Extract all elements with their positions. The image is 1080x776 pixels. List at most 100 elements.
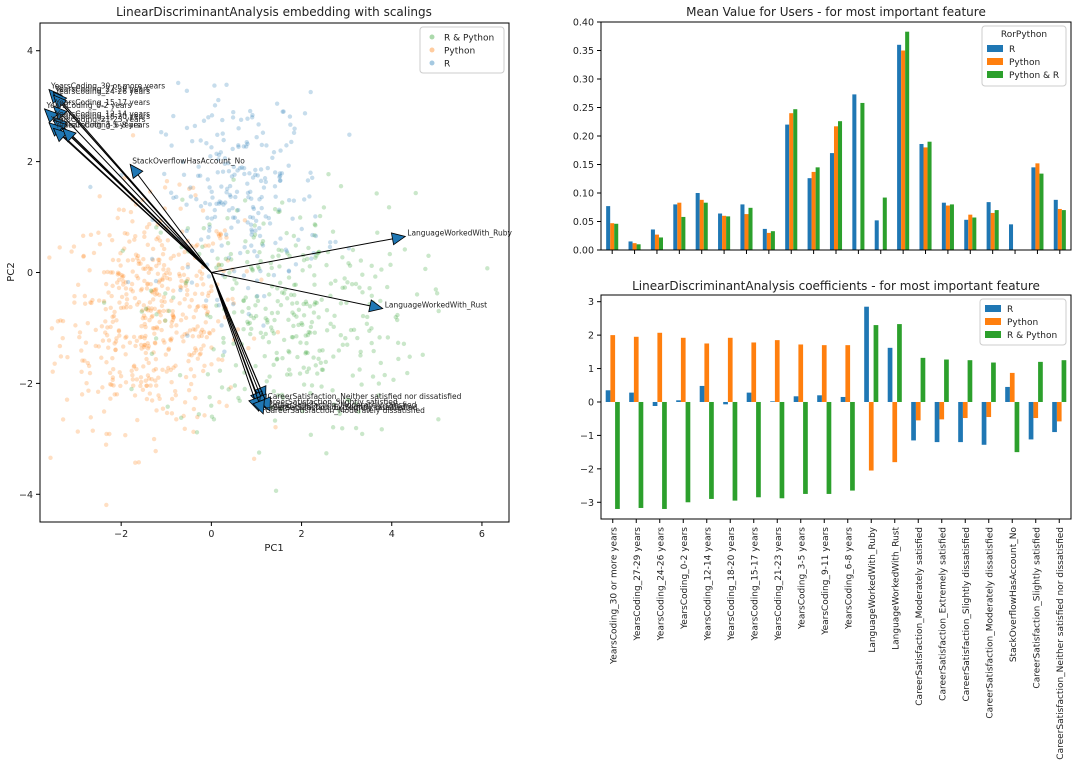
- scatter-point: [81, 254, 86, 259]
- scatter-point: [245, 259, 250, 265]
- scatter-point: [143, 266, 148, 272]
- scatter-point: [120, 278, 126, 284]
- scatter-point: [143, 378, 148, 383]
- scatter-point: [166, 365, 171, 371]
- scatter-point: [87, 268, 92, 273]
- scatter-point: [170, 308, 175, 314]
- scatter-point: [82, 293, 88, 299]
- arrow-label: YearsCoding_18-20 years: [55, 112, 151, 121]
- scatter-point: [100, 338, 106, 343]
- scatter-point: [323, 359, 328, 365]
- scatter-point: [89, 300, 94, 306]
- scatter-point: [287, 350, 292, 355]
- scatter-point: [257, 225, 262, 231]
- scatter-point: [218, 200, 224, 205]
- scatter-point: [141, 364, 146, 369]
- scatter-point: [155, 326, 160, 331]
- scatter-point: [338, 301, 344, 306]
- scatter-point: [191, 327, 196, 332]
- scatter-point: [433, 287, 439, 292]
- scatter-point: [206, 235, 211, 240]
- scatter-point: [336, 348, 342, 353]
- scatter-point: [243, 295, 248, 300]
- scatter-point: [171, 253, 176, 259]
- scatter-point: [136, 258, 141, 264]
- scatter-point: [150, 257, 156, 263]
- scatter-point: [405, 370, 410, 376]
- scatter-point: [163, 318, 168, 323]
- scatter-point: [154, 312, 159, 317]
- scatter-point: [184, 228, 189, 234]
- scatter-point: [104, 431, 109, 437]
- scatter-point: [194, 430, 200, 435]
- scatter-point: [227, 270, 232, 275]
- scatter-point: [376, 381, 382, 386]
- scatter-point: [129, 386, 134, 392]
- scatter-point: [245, 141, 250, 147]
- y-tick-label: 0.25: [573, 103, 594, 114]
- scatter-point: [115, 272, 121, 277]
- scatter-point: [191, 406, 197, 412]
- scatter-point: [233, 363, 239, 368]
- scatter-point: [157, 309, 163, 314]
- scatter-point: [190, 334, 195, 339]
- scatter-point: [198, 351, 203, 356]
- scatter-point: [214, 151, 219, 156]
- scatter-point: [273, 194, 278, 199]
- scatter-point: [146, 344, 151, 349]
- scatter-point: [278, 302, 284, 308]
- scatter-point: [157, 238, 163, 243]
- scatter-point: [369, 340, 374, 346]
- scatter-point: [292, 126, 297, 131]
- coef-bar: [709, 401, 714, 499]
- scatter-point: [378, 360, 384, 366]
- arrow-label: CareerSatisfaction_Slightly satisfied: [263, 398, 398, 407]
- scatter-point: [149, 314, 154, 320]
- scatter-point: [289, 334, 295, 340]
- scatter-point: [164, 275, 170, 281]
- scatter-point: [164, 178, 170, 184]
- scatter-point: [103, 442, 109, 447]
- scatter-point: [118, 305, 124, 311]
- scatter-point: [103, 281, 109, 287]
- scatter-point: [246, 321, 251, 327]
- scatter-point: [198, 237, 204, 242]
- legend-marker: [429, 60, 435, 66]
- scatter-point: [256, 210, 261, 216]
- scatter-point: [236, 126, 241, 131]
- scatter-point: [113, 339, 119, 344]
- scatter-point: [293, 282, 298, 287]
- mean-bars: [606, 31, 1066, 251]
- scatter-point: [161, 308, 166, 314]
- scatter-point: [396, 356, 401, 362]
- mean-bar: [1053, 199, 1058, 250]
- coef-bar: [746, 392, 752, 402]
- scatter-point: [143, 350, 149, 356]
- scatter-point: [178, 284, 183, 289]
- scatter-point: [140, 308, 145, 313]
- mean-bar: [770, 231, 775, 250]
- scatter-point: [351, 327, 357, 333]
- scatter-point: [217, 399, 222, 405]
- scatter-point: [249, 243, 254, 248]
- scatter-point: [278, 236, 283, 241]
- scatter-point: [153, 356, 159, 362]
- scatter-point: [347, 263, 353, 268]
- scatter-point: [207, 185, 212, 190]
- scatter-point: [251, 235, 256, 240]
- scatter-point: [222, 349, 227, 354]
- coef-bar: [967, 360, 973, 402]
- scatter-point: [256, 266, 262, 271]
- coef-bar: [699, 385, 705, 402]
- category-label: LanguageWorkedWith_Rust: [891, 527, 901, 650]
- scatter-point: [179, 285, 184, 290]
- scatter-point: [187, 352, 192, 357]
- scatter-point: [48, 455, 53, 460]
- scatter-point: [264, 379, 269, 384]
- coef-bar: [1061, 360, 1067, 402]
- scatter-point: [281, 337, 287, 343]
- scatter-point: [147, 266, 152, 271]
- mean-bar: [990, 212, 995, 250]
- y-tick-label: 0.00: [573, 246, 594, 257]
- scatter-point: [128, 304, 133, 310]
